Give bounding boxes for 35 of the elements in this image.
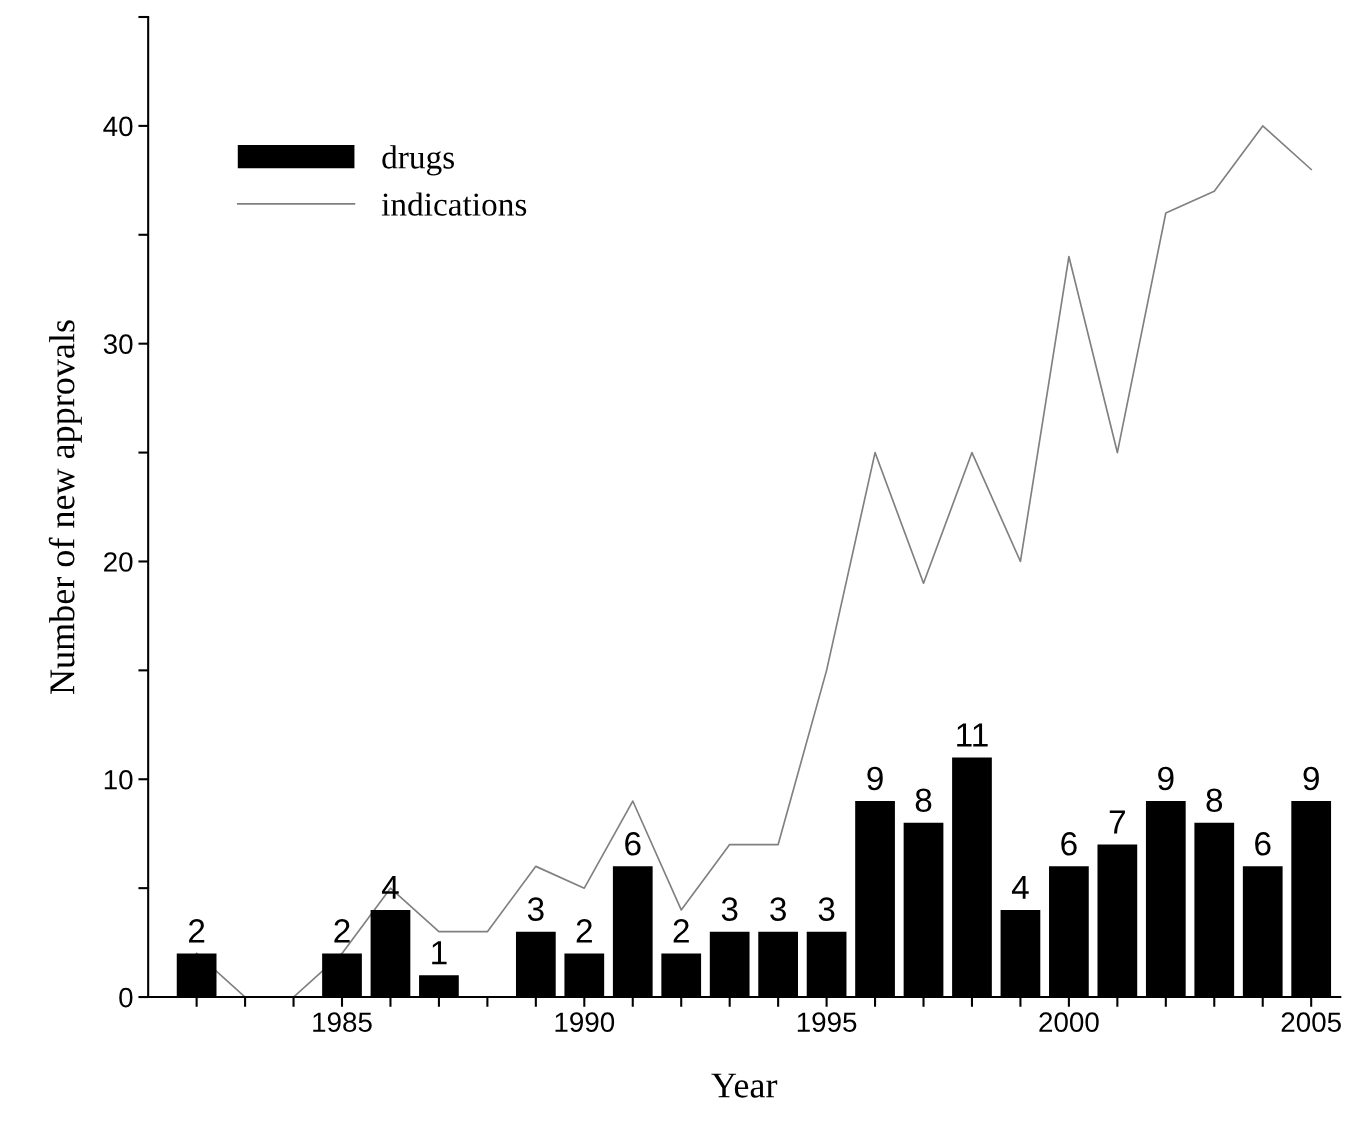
data-label: 6 xyxy=(1061,832,1077,856)
y-tick-label: 0 xyxy=(119,987,133,1008)
x-tick-label: 1985 xyxy=(313,1012,372,1033)
data-label: 9 xyxy=(1303,766,1319,791)
data-label: 9 xyxy=(1158,766,1174,791)
x-tick-label: 2005 xyxy=(1281,1012,1341,1033)
data-label: 2 xyxy=(673,919,689,943)
data-label: 2 xyxy=(189,919,205,943)
y-tick-label: 30 xyxy=(103,334,133,355)
data-label: 6 xyxy=(1255,832,1271,856)
y-tick-label: 10 xyxy=(104,769,133,790)
data-label: 2 xyxy=(334,919,350,943)
x-tick-label: 2000 xyxy=(1039,1012,1099,1033)
y-tick-label: 40 xyxy=(103,116,133,137)
x-tick-label: 1995 xyxy=(797,1012,857,1033)
data-label: 7 xyxy=(1109,810,1125,834)
y-tick-label: 20 xyxy=(104,552,133,572)
data-label: 4 xyxy=(381,875,399,899)
data-label: 6 xyxy=(625,832,641,856)
data-label: 11 xyxy=(957,723,988,747)
data-label: 8 xyxy=(915,788,932,813)
data-label: 3 xyxy=(721,897,738,921)
data-label: 3 xyxy=(818,897,835,921)
data-label: 4 xyxy=(1011,875,1029,899)
data-label: 2 xyxy=(576,919,592,943)
x-axis-title: Year xyxy=(711,1073,778,1098)
y-axis-title: Number of new approvals xyxy=(48,320,82,695)
legend-label: drugs xyxy=(382,145,454,176)
data-label: 9 xyxy=(867,766,883,791)
legend-label: indications xyxy=(381,192,527,216)
data-label: 3 xyxy=(527,897,544,921)
x-tick-label: 1990 xyxy=(555,1012,615,1033)
data-label: 3 xyxy=(770,897,786,921)
data-label: 1 xyxy=(432,941,447,965)
data-label: 8 xyxy=(1206,788,1223,813)
